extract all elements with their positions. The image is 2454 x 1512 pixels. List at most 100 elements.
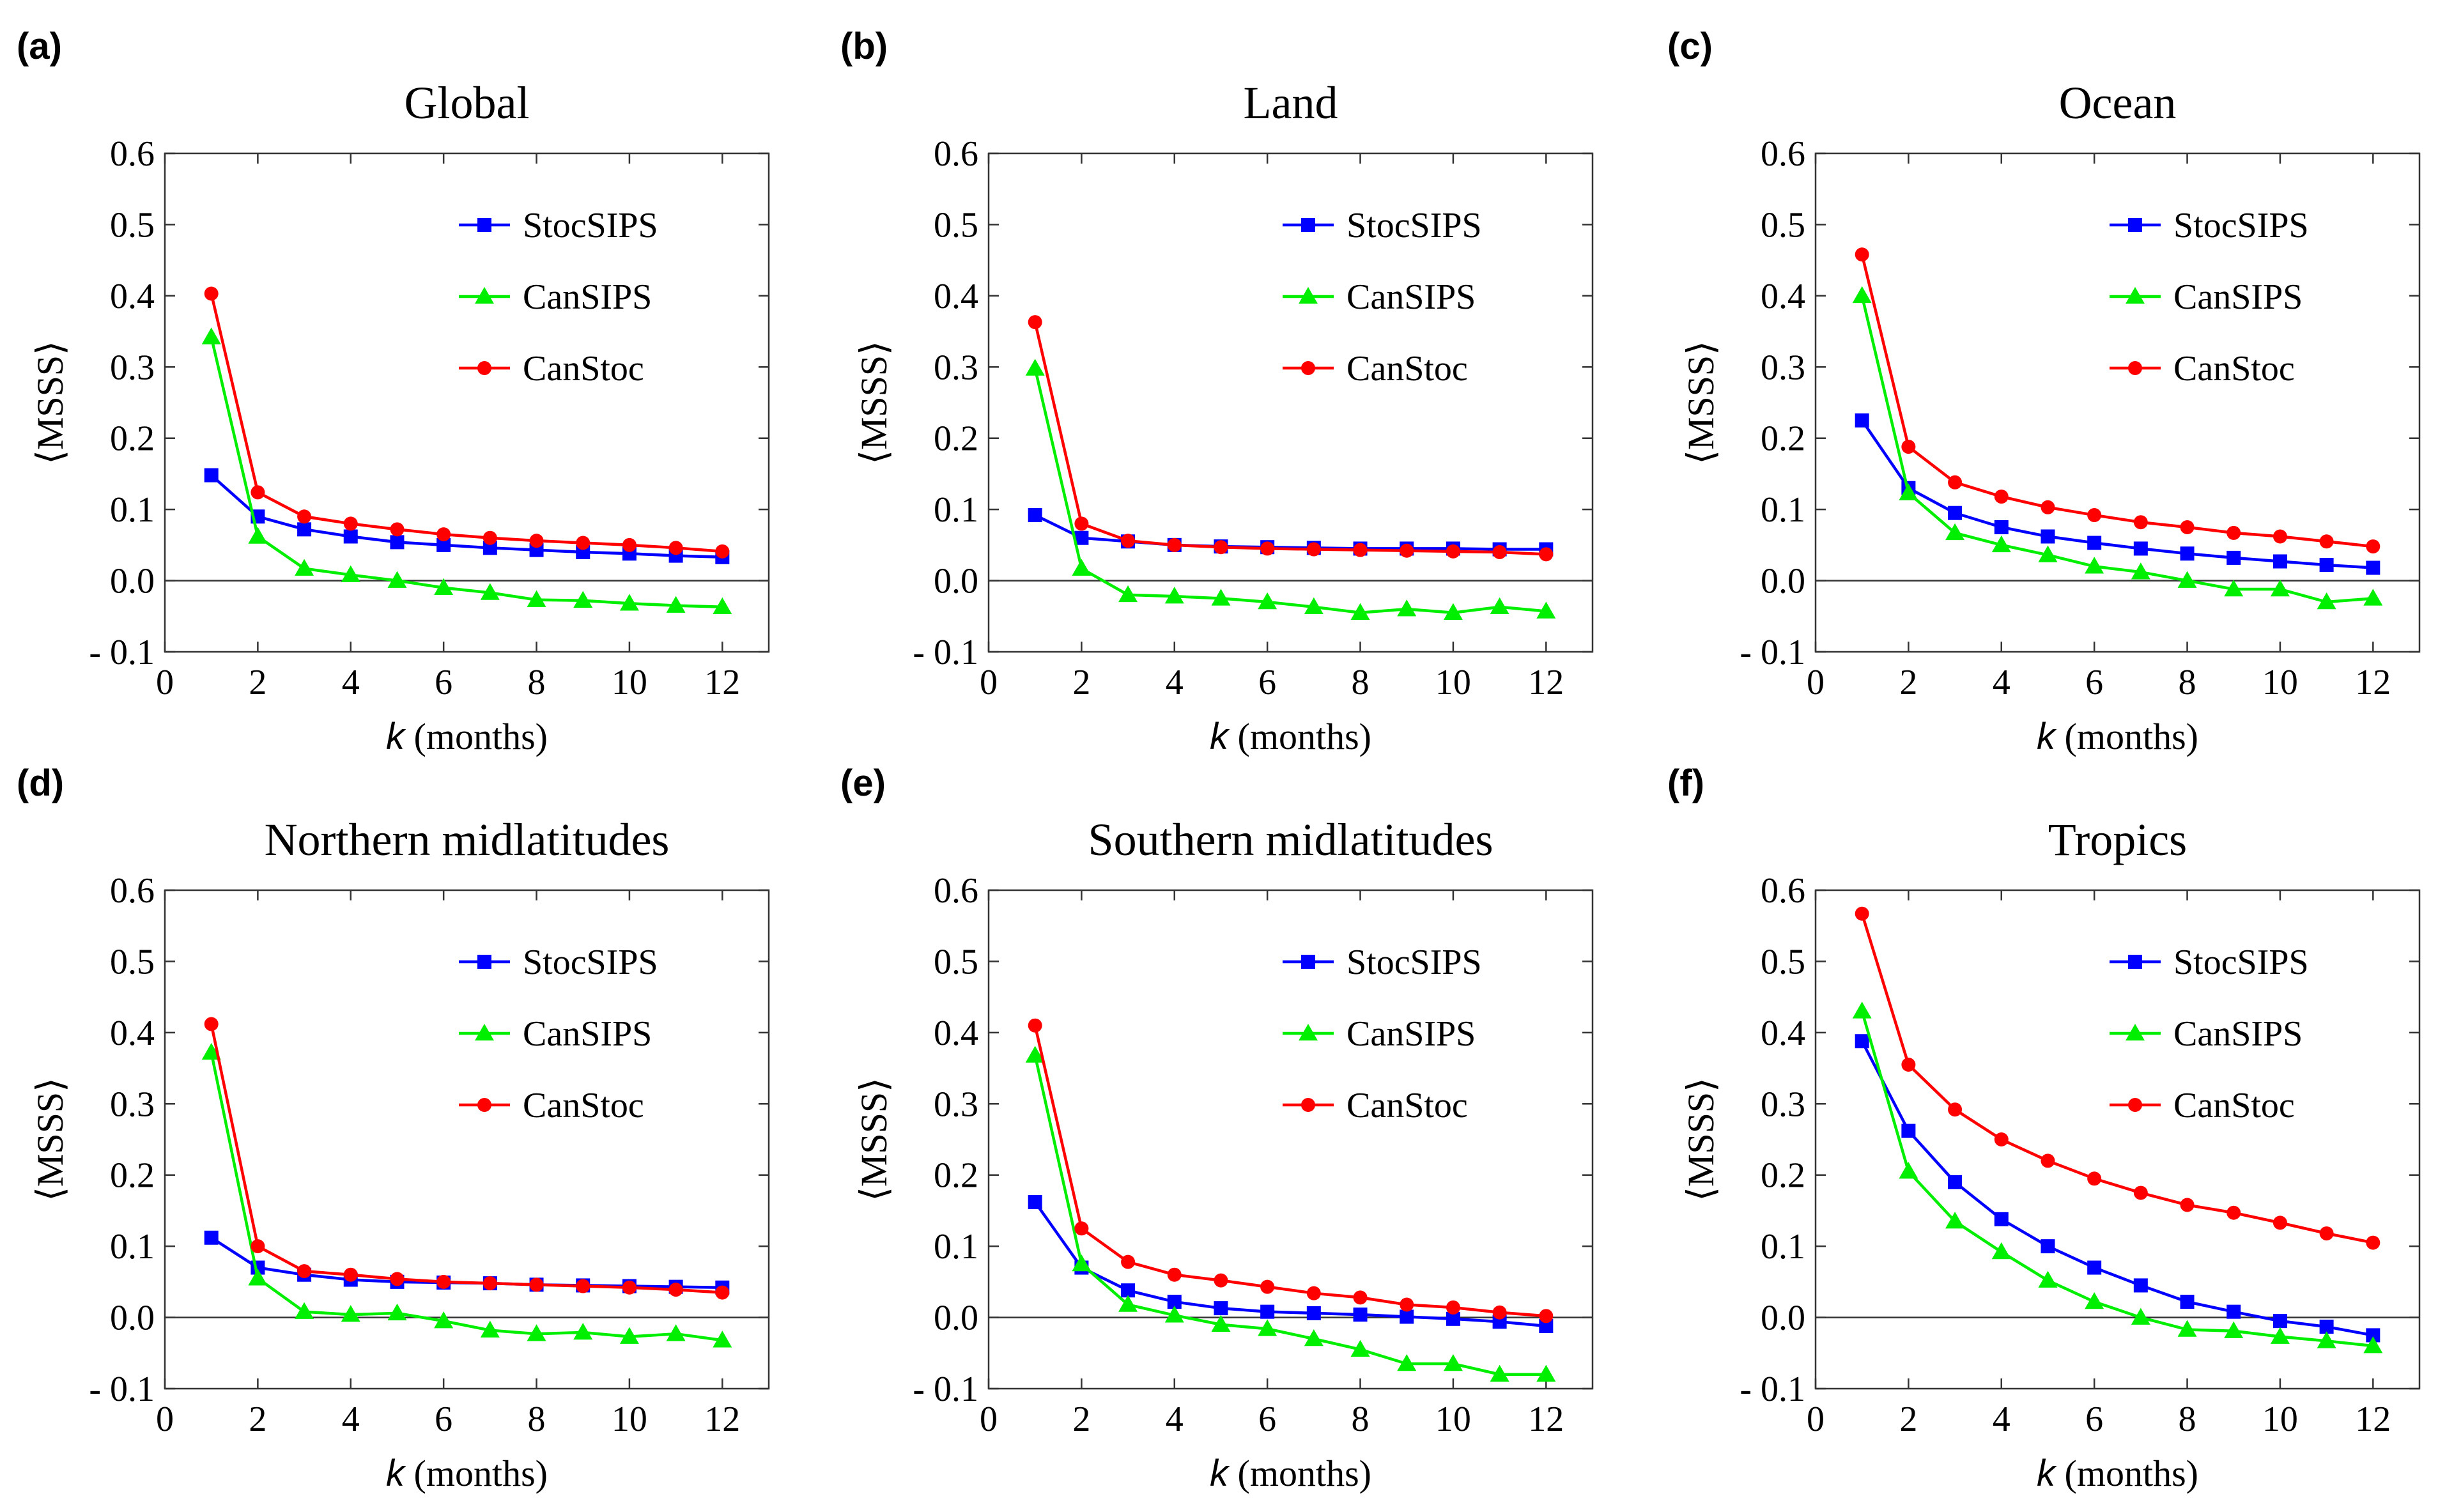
data-point <box>1074 530 1089 545</box>
data-point <box>1258 592 1277 610</box>
data-point <box>2180 520 2195 534</box>
data-point <box>1167 537 1182 552</box>
data-point <box>1118 585 1138 603</box>
legend-label: CanSIPS <box>2173 1014 2303 1054</box>
series-canstoc <box>204 1017 730 1300</box>
data-point <box>1852 1001 1872 1019</box>
x-tick-label: 6 <box>2085 663 2103 702</box>
data-point <box>1536 601 1556 619</box>
data-point <box>1304 597 1323 615</box>
data-point <box>248 1269 268 1286</box>
x-tick-label: 12 <box>704 663 740 702</box>
data-point <box>295 559 314 576</box>
data-point <box>2133 541 2148 556</box>
legend-marker <box>2128 218 2142 232</box>
y-axis-label: ⟨MSSS⟩ <box>853 1077 895 1201</box>
series-canstoc <box>1855 906 2381 1250</box>
data-point <box>1072 1254 1092 1272</box>
x-axis-label: k (months) <box>2037 716 2198 757</box>
data-point <box>434 1311 454 1329</box>
data-point <box>436 527 451 542</box>
data-point <box>1991 535 2011 553</box>
x-axis-label-units: (months) <box>2055 716 2198 757</box>
x-tick-label: 2 <box>1899 663 1917 702</box>
data-point <box>2270 1327 2290 1344</box>
data-point <box>1899 1162 1918 1179</box>
series-line <box>1860 1010 2373 1348</box>
data-point <box>2224 1321 2244 1338</box>
series-line <box>210 1052 723 1342</box>
data-point <box>297 509 312 524</box>
y-tick-label: 0.0 <box>934 1299 978 1338</box>
y-tick-label: 0.5 <box>110 205 155 245</box>
y-tick-label: 0.6 <box>1761 871 1805 911</box>
legend-label: CanStoc <box>2173 1086 2295 1125</box>
series-line <box>1033 368 1547 614</box>
y-tick-label: - 0.1 <box>89 1369 155 1409</box>
y-tick-label: 0.4 <box>1761 277 1805 316</box>
data-point <box>2317 592 2336 610</box>
data-point <box>390 1272 405 1286</box>
chart-panel-a: (a) Global - 0.1 0.0 0.1 0.2 0.3 0.4 0.5 0.6 0 2 4 6 8… <box>17 26 770 757</box>
y-tick-label: 0.2 <box>934 419 978 459</box>
x-axis-label: k (months) <box>386 1453 548 1494</box>
data-point <box>1492 545 1507 559</box>
legend-marker <box>477 1098 491 1112</box>
data-point <box>2131 562 2150 580</box>
data-point <box>341 565 360 582</box>
data-point <box>713 1331 732 1348</box>
series-line <box>1033 1201 1547 1328</box>
data-point <box>1443 1354 1463 1371</box>
series-line <box>210 336 723 609</box>
x-axis-label-units: (months) <box>1228 1453 1371 1494</box>
data-point <box>201 327 221 344</box>
data-point <box>2366 1328 2381 1343</box>
data-point <box>482 1276 497 1291</box>
data-point <box>1167 1295 1182 1309</box>
data-point <box>619 594 639 611</box>
y-tick-label: 0.5 <box>1761 942 1805 982</box>
data-point <box>2319 1226 2334 1241</box>
data-point <box>1214 1301 1228 1316</box>
x-tick-label: 6 <box>1258 663 1276 702</box>
x-axis-label-variable: k <box>2037 716 2057 757</box>
legend-marker <box>477 361 491 375</box>
data-point <box>2273 1314 2287 1329</box>
legend-marker <box>2126 287 2145 304</box>
y-tick-label: 0.3 <box>934 1084 978 1124</box>
data-point <box>1121 1283 1136 1298</box>
data-point <box>1948 1102 1963 1117</box>
legend-label: StocSIPS <box>2173 206 2309 245</box>
series-line <box>1033 321 1547 556</box>
x-tick-label: 8 <box>2179 663 2196 702</box>
y-tick-label: 0.1 <box>934 1227 978 1267</box>
y-tick-label: 0.2 <box>110 419 155 459</box>
data-point <box>2041 1153 2055 1168</box>
x-tick-label: 10 <box>1435 1400 1471 1439</box>
x-tick-label: 2 <box>1072 1400 1090 1439</box>
y-tick-label: 0.3 <box>934 348 978 387</box>
x-tick-label: 4 <box>342 1400 360 1439</box>
x-tick-label: 4 <box>1166 1400 1184 1439</box>
data-point <box>1074 1221 1089 1236</box>
data-point <box>1948 1175 1963 1189</box>
data-point <box>1121 534 1136 548</box>
data-point <box>2224 579 2244 597</box>
y-tick-label: 0.1 <box>1761 1227 1805 1267</box>
series-cansips <box>1852 286 2383 610</box>
legend-label: CanSIPS <box>523 1014 652 1054</box>
data-point <box>2363 589 2383 606</box>
legend-marker <box>2128 955 2142 969</box>
data-point <box>2087 508 2102 523</box>
data-point <box>2226 550 2241 565</box>
x-tick-label: 2 <box>249 663 266 702</box>
data-point <box>2226 1304 2241 1319</box>
panel-letter: (a) <box>17 26 62 67</box>
data-point <box>2041 529 2055 544</box>
data-point <box>295 1302 314 1319</box>
x-axis-label: k (months) <box>1210 1453 1371 1494</box>
data-point <box>482 530 497 545</box>
data-point <box>1539 1309 1554 1323</box>
x-axis-label-variable: k <box>386 716 406 757</box>
data-point <box>2319 534 2334 549</box>
